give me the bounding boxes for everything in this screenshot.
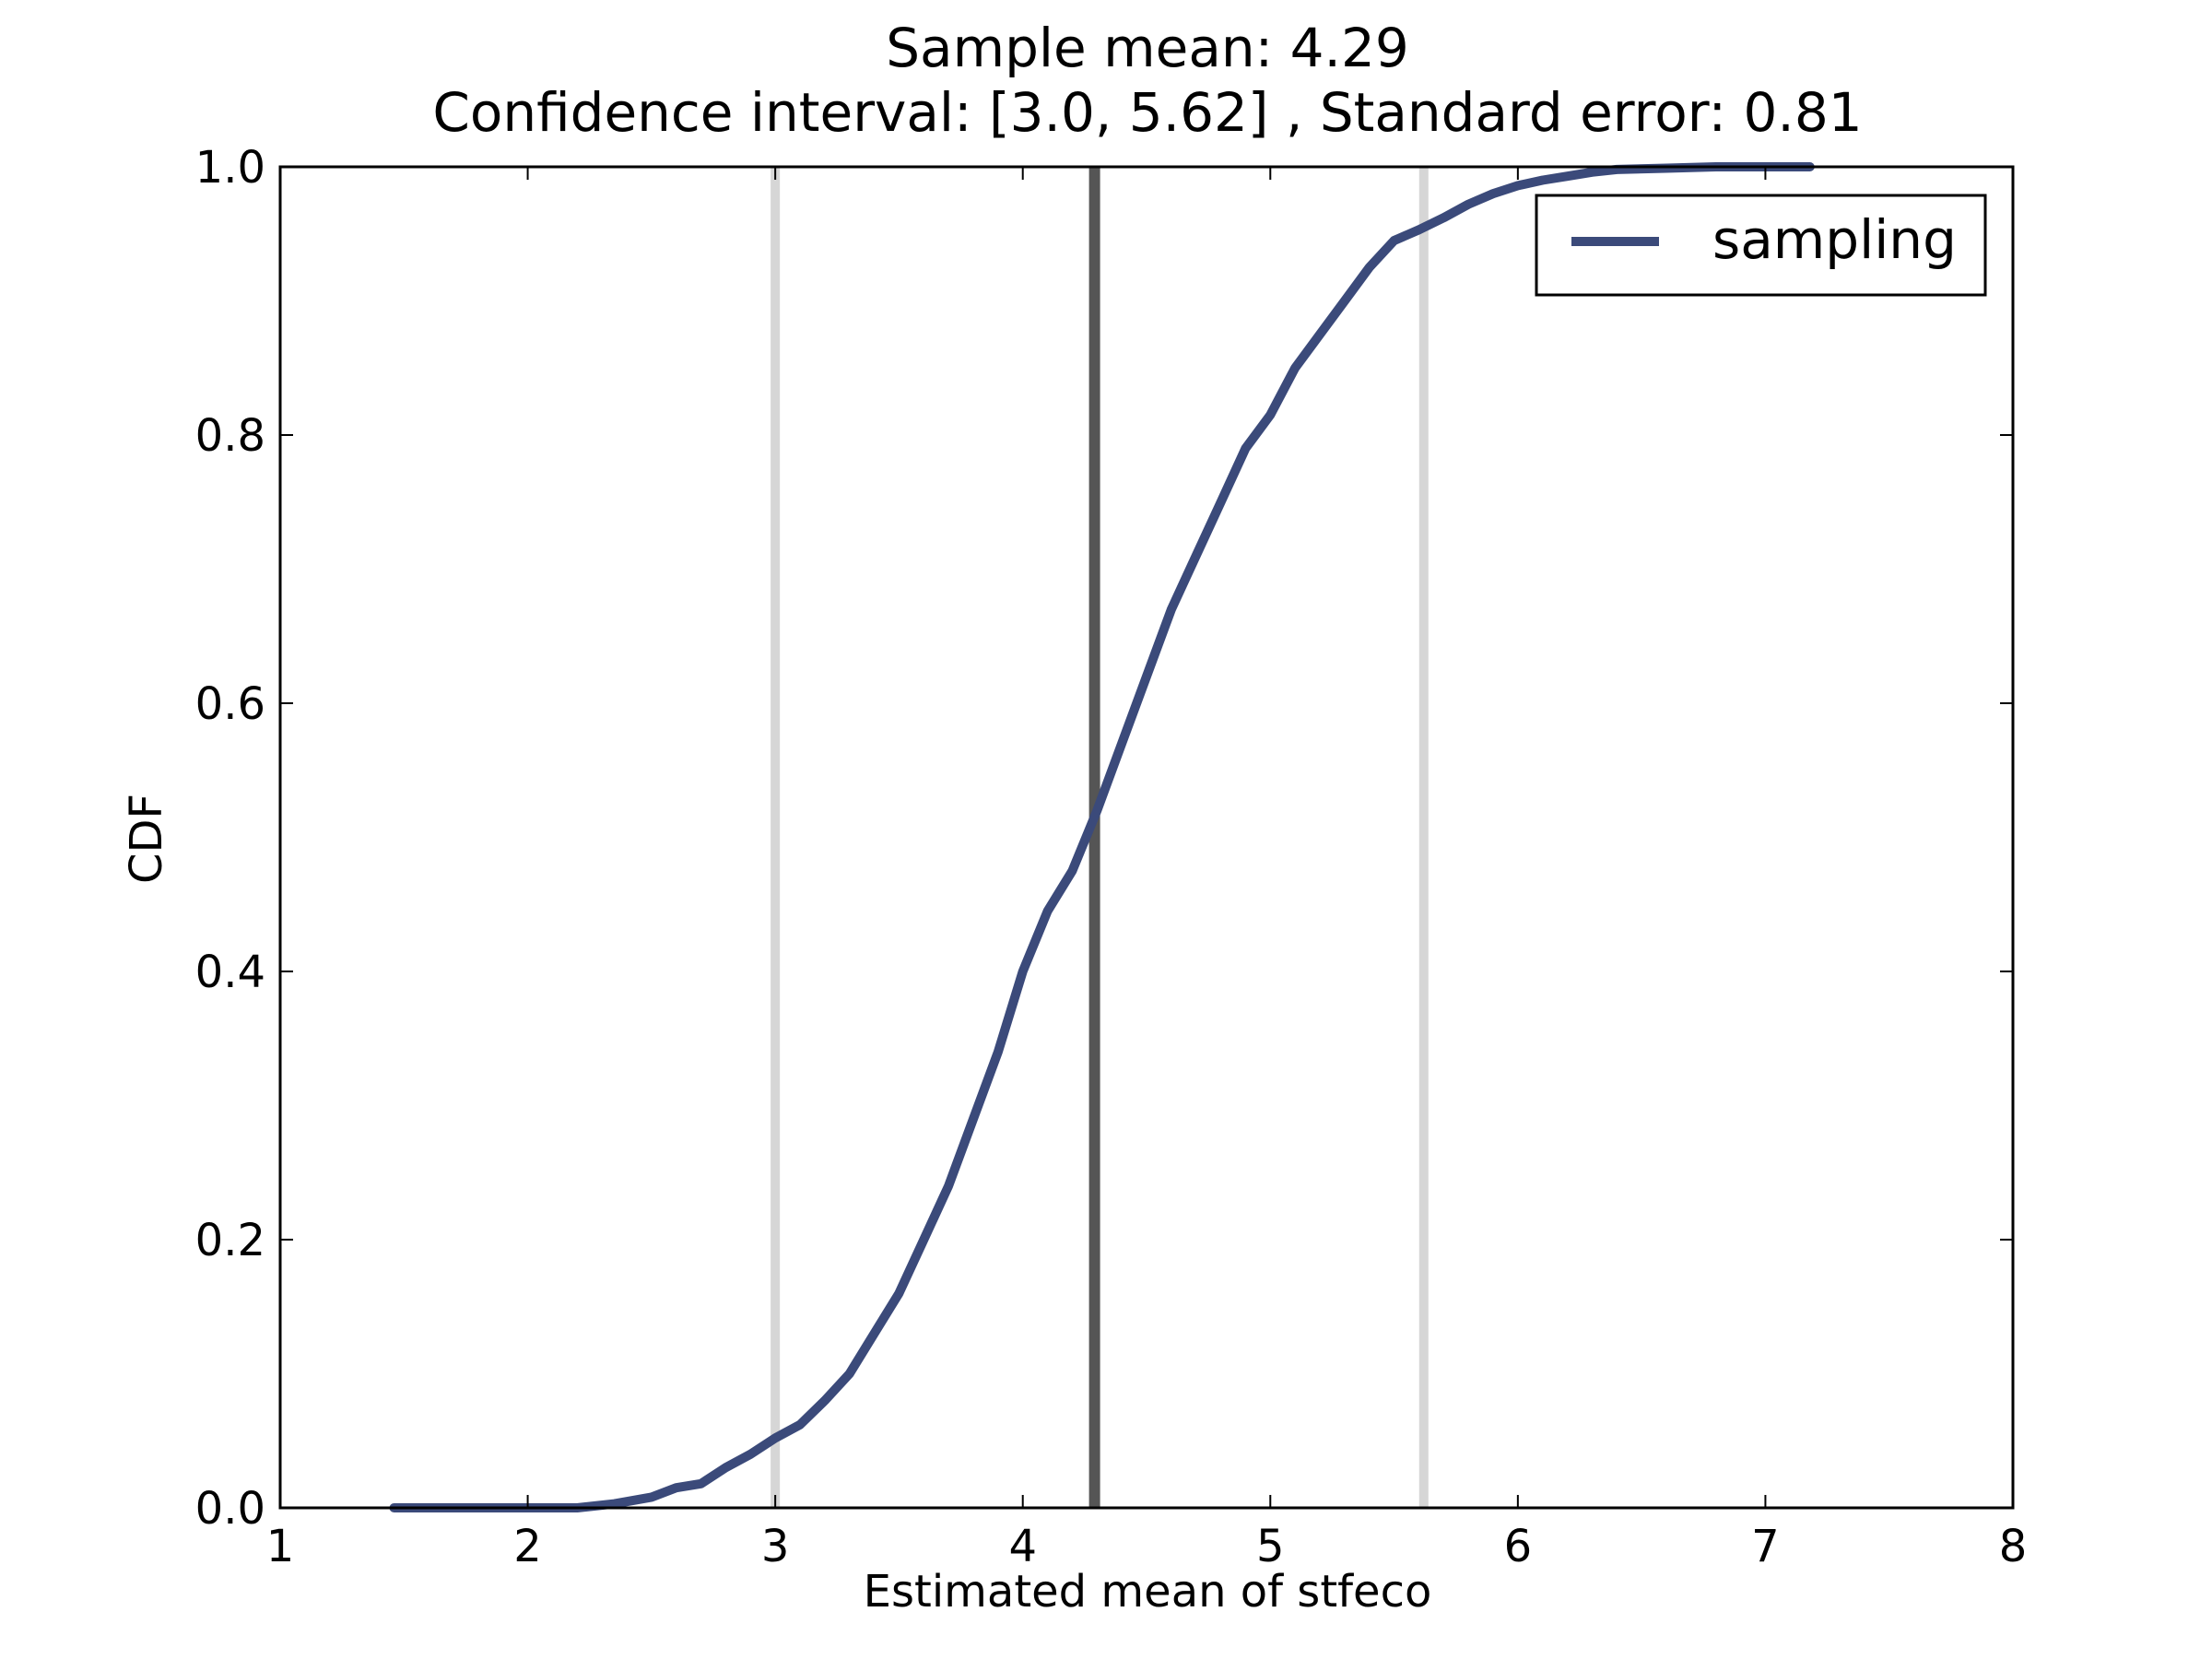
y-tick-label: 0.2 bbox=[195, 1215, 265, 1266]
y-tick-label: 0.6 bbox=[195, 678, 265, 730]
y-tick-label: 0.0 bbox=[195, 1483, 265, 1535]
x-tick-label: 6 bbox=[1504, 1521, 1533, 1572]
reference-lines bbox=[771, 167, 1429, 1508]
x-tick-label: 3 bbox=[761, 1521, 790, 1572]
x-tick-label: 1 bbox=[266, 1521, 295, 1572]
axis-ticks: 1 2 3 4 5 6 7 8 0.0 0.2 0.4 0.6 0.8 1.0 bbox=[195, 142, 2028, 1572]
y-axis-label: CDF bbox=[121, 794, 172, 884]
x-tick-label: 5 bbox=[1256, 1521, 1285, 1572]
legend-label-sampling: sampling bbox=[1712, 208, 1957, 271]
x-axis-label: Estimated mean of stfeco bbox=[864, 1566, 1432, 1618]
y-tick-label: 0.8 bbox=[195, 410, 265, 462]
series-layer bbox=[389, 162, 1815, 1512]
x-tick-label: 2 bbox=[513, 1521, 542, 1572]
legend: sampling bbox=[1535, 194, 1987, 297]
plot-frame bbox=[278, 165, 2015, 1510]
x-tick-label: 8 bbox=[1999, 1521, 2028, 1572]
series-line-sampling bbox=[389, 162, 1815, 1512]
chart-subtitle: Confidence interval: [3.0, 5.62] , Stand… bbox=[432, 81, 1862, 144]
chart-title: Sample mean: 4.29 bbox=[886, 17, 1409, 79]
x-tick-label: 7 bbox=[1751, 1521, 1780, 1572]
x-tick-label: 4 bbox=[1008, 1521, 1037, 1572]
y-tick-label: 1.0 bbox=[195, 142, 265, 194]
y-tick-label: 0.4 bbox=[195, 947, 265, 998]
